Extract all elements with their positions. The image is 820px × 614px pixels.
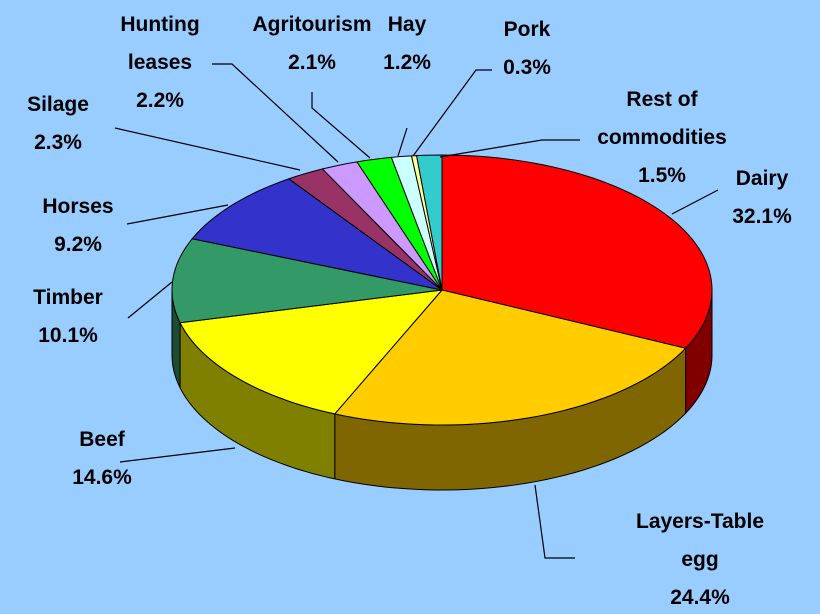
leader-line xyxy=(397,127,408,157)
category-label: Pork xyxy=(503,18,551,41)
leader-line xyxy=(114,127,301,171)
category-label: Rest of commodities xyxy=(597,88,727,149)
slice-label: Layers-Table egg 24.4% xyxy=(620,503,780,614)
category-label: Hunting leases xyxy=(120,13,200,74)
value-label: 0.3% xyxy=(503,56,551,79)
value-label: 10.1% xyxy=(38,324,98,347)
category-label: Beef xyxy=(79,428,125,451)
value-label: 1.5% xyxy=(638,164,686,187)
slice-label: Agritourism 2.1% xyxy=(237,6,387,82)
slice-label: Horses 9.2% xyxy=(28,188,128,264)
slice-label: Silage 2.3% xyxy=(13,86,103,162)
slice xyxy=(179,289,444,415)
slice-label: Rest of commodities 1.5% xyxy=(577,81,747,195)
leader-line xyxy=(127,281,173,319)
leader-line xyxy=(412,69,492,157)
slice-label: Hay 1.2% xyxy=(377,6,437,82)
category-label: Layers-Table egg xyxy=(636,510,764,571)
slice-label: Dairy 32.1% xyxy=(712,160,812,236)
slice-label: Beef 14.6% xyxy=(62,421,142,497)
slice xyxy=(171,238,443,324)
category-label: Agritourism xyxy=(252,13,372,36)
leader-line xyxy=(534,484,575,559)
slice-label: Pork 0.3% xyxy=(492,11,562,87)
slice-label: Timber 10.1% xyxy=(18,279,118,355)
slice xyxy=(191,178,443,291)
slice xyxy=(287,168,443,291)
leader-line xyxy=(439,139,580,158)
leader-line xyxy=(212,63,339,163)
slice xyxy=(441,154,713,349)
category-label: Dairy xyxy=(735,167,789,190)
leader-line xyxy=(126,204,229,225)
category-label: Silage xyxy=(27,93,89,116)
value-label: 2.2% xyxy=(136,89,184,112)
value-label: 24.4% xyxy=(670,586,730,609)
value-label: 2.1% xyxy=(288,51,336,74)
leader-line xyxy=(311,92,371,159)
slice-label: Hunting leases 2.2% xyxy=(110,6,210,120)
category-label: Hay xyxy=(387,13,427,36)
category-label: Horses xyxy=(42,195,114,218)
value-label: 14.6% xyxy=(72,466,132,489)
leader-line xyxy=(119,447,236,463)
value-label: 1.2% xyxy=(383,51,431,74)
slice xyxy=(415,154,443,291)
leader-line xyxy=(671,189,719,215)
slice xyxy=(333,289,687,426)
value-label: 2.3% xyxy=(34,131,82,154)
category-label: Timber xyxy=(33,286,103,309)
value-label: 32.1% xyxy=(732,205,792,228)
value-label: 9.2% xyxy=(54,233,102,256)
